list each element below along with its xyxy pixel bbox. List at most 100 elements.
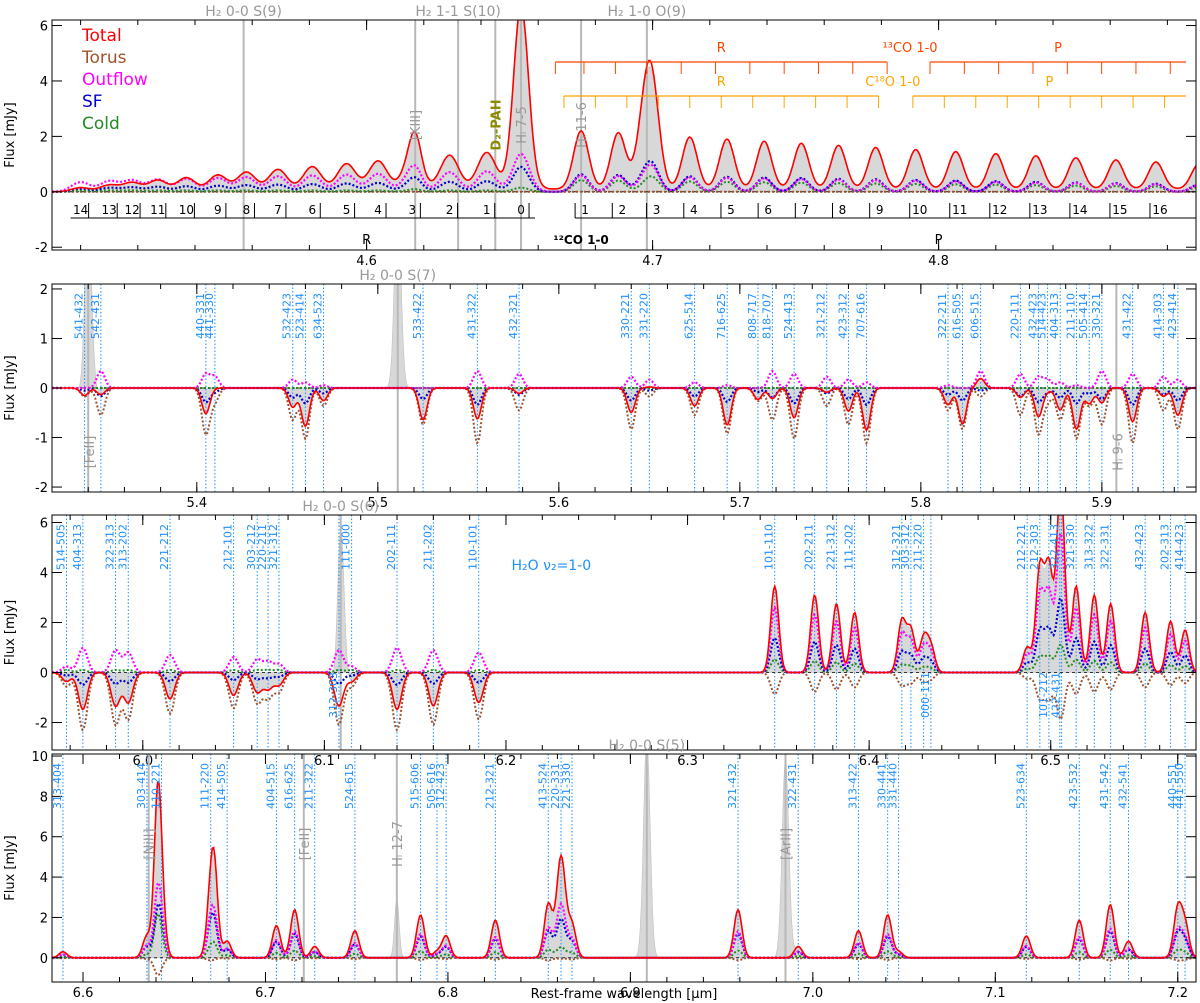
legend-entry: Total [81,26,122,46]
co12-ladder-number: 10 [179,203,194,217]
feature-label: H₂ 1-0 O(9) [607,4,686,20]
co12-ladder-number: 9 [214,203,222,217]
feature-label: [NiII] [143,828,158,859]
feature-label: [FeII] [83,436,98,469]
water-transition-label: 330-321 [1090,293,1103,339]
water-transition-label: 808-717 [746,293,759,339]
co12-p-label: P [935,233,943,248]
water-transition-label: 404-313 [1048,293,1061,339]
water-transition-label: 312-303 [327,672,340,718]
co12-ladder-number: 6 [308,203,316,217]
water-transition-label: 111-000 [340,524,353,570]
co12-ladder-number: 9 [876,203,884,217]
water-transition-label: 524-413 [782,293,795,339]
water-transition-label: 220-211 [256,524,269,570]
y-tick-label: 1 [40,332,48,347]
water-transition-label: 221-212 [158,524,171,570]
water-transition-label: 404-313 [71,524,84,570]
x-tick-label: 6.7 [255,986,276,1001]
water-transition-label: 423-414 [1166,293,1179,339]
y-tick-label: 4 [40,567,48,582]
water-transition-label: 505-414 [1077,293,1090,339]
chart-panel-4: 6.6 6.7 6.8 6.9 7.0 7.1 7.2 0 2 4 6 8 10 Flux [mJy] Re… [3,738,1197,1002]
plot-area [52,284,1196,492]
water-transition-label: 330-441 [876,763,889,809]
co12-ladder-number: 7 [801,203,809,217]
co12-ladder-number: 15 [1112,203,1127,217]
co12-ladder-number: 0 [517,203,525,217]
water-transition-label: 220-111 [1008,293,1021,339]
y-tick-label: 2 [40,617,48,632]
co12-ladder-number: 8 [839,203,847,217]
water-transition-label: 432-423 [1133,524,1146,570]
water-transition-label: 716-625 [715,293,728,339]
feature-label: Hᵢ 9-6 [1111,433,1126,470]
water-transition-label: 211-220 [912,524,925,570]
isotopologue-r-label: R [717,41,726,56]
legend-entry: Cold [82,114,120,134]
co12-band-label: ¹²CO 1-0 [553,233,608,247]
co12-ladder-number: 2 [446,203,454,217]
water-transition-label: 431-322 [465,293,478,339]
x-tick-label: 7.2 [1167,986,1188,1001]
water-transition-label: 303-312 [899,524,912,570]
water-transition-label: 321-432 [726,763,739,809]
x-tick-label: 6.6 [73,986,94,1001]
water-transition-label: 321-212 [815,293,828,339]
torus-model-line [52,386,1196,446]
water-transition-label: 212-303 [1028,524,1041,570]
water-transition-label: 322-313 [104,524,117,570]
x-tick-label: 7.1 [985,986,1006,1001]
water-transition-label: 440-551 [1166,763,1179,809]
water-transition-label: 413-524 [536,763,549,809]
water-transition-label: 220-331 [549,763,562,809]
co12-ladder-number: 13 [1032,203,1047,217]
co12-ladder-number: 4 [374,203,382,217]
water-transition-label: 523-634 [1014,763,1027,809]
feature-label: D₂-PAH [489,99,504,150]
water-transition-label: 541-432 [73,293,86,339]
panel-frame [51,753,1197,983]
y-axis-label: Flux [mJy] [3,835,18,901]
y-tick-label: 6 [40,20,48,35]
co12-ladder-number: 12 [992,203,1007,217]
water-transition-label: 321-312 [267,524,280,570]
water-transition-label: 212-101 [222,524,235,570]
x-tick-label: 6.2 [496,754,517,769]
water-transition-label: 514-423 [1036,293,1049,339]
total-model-line [52,20,1196,193]
water-transition-label: 616-505 [950,293,963,339]
y-tick-label: -2 [35,481,48,496]
water-transition-label: 441-330 [203,293,216,339]
water-transition-label: 202-313 [1159,524,1172,570]
total-model-line [52,780,1196,959]
water-transition-label: 211-322 [303,763,316,809]
y-tick-label: 4 [40,871,48,886]
co12-ladder-number: 3 [409,203,417,217]
water-transition-label: 331-220 [637,293,650,339]
y-tick-label: 8 [40,790,48,805]
water-transition-label: 707-616 [855,293,868,339]
panel-frame [51,514,1197,751]
water-transition-label: 211-202 [421,524,434,570]
feature-label: [FeII] [298,828,313,861]
water-transition-label: 321-330 [1064,524,1077,570]
co12-ladder-number: 1 [483,203,491,217]
water-transition-label: 110-221 [149,763,162,809]
y-tick-label: 2 [40,130,48,145]
x-tick-label: 6.5 [1040,754,1061,769]
water-transition-label: 414-303 [1151,293,1164,339]
co12-ladder-number: 2 [618,203,626,217]
water-transition-label: 312-423 [434,763,447,809]
co12-ladder-number: 3 [653,203,661,217]
co12-ladder-number: 6 [764,203,772,217]
observed-spectrum [52,20,1196,193]
water-transition-label: 202-111 [385,524,398,570]
isotopologue-p-label: P [1046,75,1054,90]
co12-ladder-number: 4 [690,203,698,217]
water-transition-label: 101-110 [763,524,776,570]
water-transition-label: 101-212 [1037,672,1050,718]
water-transition-label: 432-321 [507,293,520,339]
water-transition-label: 322-431 [786,763,799,809]
water-transition-label: 322-211 [936,293,949,339]
